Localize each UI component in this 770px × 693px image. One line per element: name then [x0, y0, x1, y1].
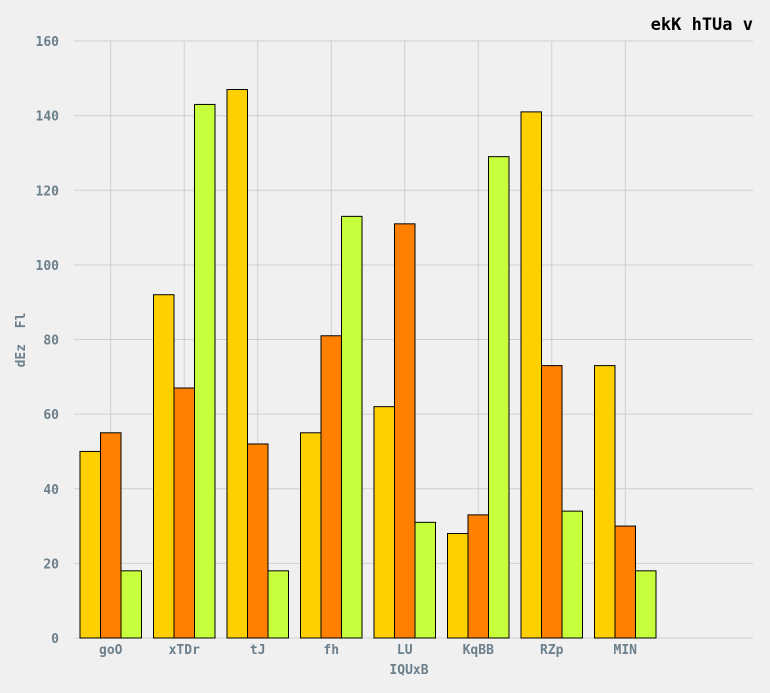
x-tick-label: fh: [323, 643, 339, 658]
y-tick-label: 160: [36, 35, 60, 50]
bar-RZp-series-3: [561, 510, 583, 639]
x-tick-label: LU: [397, 643, 413, 658]
y-tick-label: 120: [36, 184, 60, 199]
y-tick-label: 20: [43, 557, 59, 572]
bar-KqBB-series-2: [467, 514, 489, 639]
bar-MIN-series-3: [635, 570, 657, 639]
y-tick-label: 80: [43, 334, 59, 349]
bar-tJ-series-1: [226, 89, 248, 639]
y-tick-label: 60: [43, 408, 59, 423]
bar-xTDr-series-3: [194, 103, 216, 639]
x-tick-labels: goO xTDr tJ fh LU KqBB RZp MIN: [99, 643, 637, 658]
bars: [79, 89, 657, 639]
y-axis-label: dEz Fl: [14, 313, 29, 368]
x-tick-label: goO: [99, 643, 123, 658]
x-tick-label: RZp: [540, 643, 564, 658]
bar-fh-series-1: [300, 432, 322, 639]
x-tick-label: KqBB: [463, 643, 494, 658]
y-tick-label: 140: [36, 110, 60, 125]
chart-title: ekK hTUa v: [651, 15, 753, 35]
bar-KqBB-series-1: [447, 533, 469, 639]
bar-fh-series-3: [341, 215, 363, 639]
bar-fh-series-2: [320, 335, 342, 639]
bar-LU-series-1: [373, 406, 395, 639]
y-tick-label: 0: [51, 632, 59, 647]
y-tick-label: 100: [36, 259, 60, 274]
bar-xTDr-series-2: [173, 387, 195, 639]
bar-MIN-series-2: [614, 525, 636, 639]
x-tick-label: MIN: [614, 643, 638, 658]
bar-goO-series-3: [120, 570, 142, 639]
x-tick-label: tJ: [250, 643, 266, 658]
y-tick-labels: 0 20 40 60 80 100 120 140 160: [36, 35, 60, 647]
bar-tJ-series-2: [247, 443, 269, 639]
bar-goO-series-2: [100, 432, 122, 639]
bar-LU-series-3: [414, 521, 436, 639]
x-axis-label: IQUxB: [389, 663, 428, 678]
bar-RZp-series-2: [541, 365, 563, 639]
bar-RZp-series-1: [520, 111, 542, 639]
bar-tJ-series-3: [267, 570, 289, 639]
bar-goO-series-1: [79, 450, 101, 639]
x-tick-label: xTDr: [169, 643, 200, 658]
y-tick-label: 40: [43, 483, 59, 498]
bar-MIN-series-1: [594, 365, 616, 639]
bar-xTDr-series-1: [153, 294, 175, 639]
bar-KqBB-series-3: [488, 156, 510, 639]
bar-LU-series-2: [394, 223, 416, 639]
